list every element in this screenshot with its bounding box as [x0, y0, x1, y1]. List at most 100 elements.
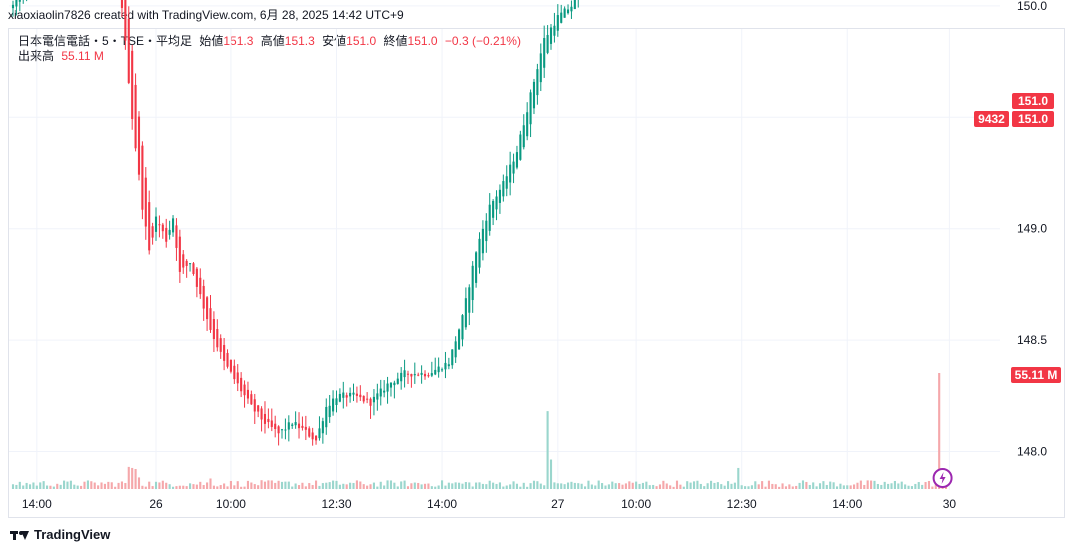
volume-bar — [539, 483, 542, 489]
candle-body — [246, 389, 250, 399]
candle-body — [505, 176, 508, 189]
volume-bar — [417, 482, 420, 489]
candle-body — [284, 429, 287, 431]
volume-bar — [39, 482, 42, 489]
volume-bar — [301, 482, 304, 489]
y-tick-label: 150.0 — [1017, 0, 1047, 13]
volume-bar — [590, 484, 593, 489]
candle-body — [216, 329, 219, 348]
volume-bar — [151, 486, 154, 489]
volume-bar — [202, 485, 205, 489]
volume-bar — [355, 480, 358, 489]
volume-bar — [543, 485, 546, 489]
volume-bar — [706, 483, 709, 489]
volume-bar — [212, 485, 215, 489]
volume-bar — [607, 484, 610, 489]
candle-body — [437, 366, 440, 373]
volume-bar — [740, 485, 743, 489]
high-price-label-bg — [1012, 93, 1054, 109]
candle-body — [325, 406, 328, 428]
candle-body — [18, 0, 21, 2]
volume-bar — [631, 482, 634, 489]
volume-bar — [774, 484, 777, 489]
volume-bar — [812, 482, 815, 489]
candle-body — [137, 116, 141, 175]
volume-bar — [727, 481, 730, 489]
volume-bar — [325, 482, 328, 489]
candle-body — [233, 365, 236, 380]
volume-bar — [870, 480, 873, 489]
candle-body — [481, 228, 484, 254]
tradingview-footer[interactable]: TradingView — [10, 527, 110, 542]
volume-bar — [430, 486, 433, 489]
candle-body — [229, 359, 232, 372]
volume-bar — [597, 480, 600, 489]
volume-bar — [492, 482, 495, 489]
volume-price-label-bg — [1011, 367, 1061, 383]
volume-bar — [614, 483, 617, 489]
candle-body — [393, 382, 396, 386]
y-tick-label: 149.0 — [1017, 222, 1047, 236]
candle-body — [543, 37, 546, 68]
volume-bar — [45, 485, 49, 489]
volume-bar — [822, 481, 825, 489]
candle-body — [403, 370, 406, 378]
volume-bar — [178, 485, 181, 489]
volume-bar — [475, 482, 478, 489]
volume-bar — [226, 486, 229, 489]
volume-bar — [563, 484, 566, 489]
legend-symbol[interactable]: 日本電信電話・5・TSE・平均足 — [18, 34, 193, 48]
candle-body — [131, 50, 134, 120]
volume-bar — [917, 482, 920, 489]
volume-bar — [468, 482, 471, 489]
volume-bar — [471, 486, 474, 489]
candle-body — [406, 373, 410, 375]
candle-body — [475, 252, 478, 283]
volume-bar — [825, 484, 828, 489]
volume-bar — [842, 485, 845, 489]
candle-body — [451, 349, 454, 366]
candle-body — [165, 227, 168, 242]
x-tick-label: 10:00 — [216, 497, 246, 511]
chart-frame — [8, 28, 1065, 518]
candle-body — [223, 345, 226, 361]
high-price-label: 151.0 — [1018, 94, 1048, 108]
volume-bar — [291, 486, 294, 489]
volume-bar — [863, 484, 866, 489]
volume-bar — [883, 481, 886, 489]
volume-bar — [778, 486, 781, 489]
legend-open-label: 始値 — [199, 34, 224, 48]
volume-bar — [444, 485, 447, 489]
candle-body — [471, 265, 474, 301]
candle-body — [492, 200, 495, 218]
volume-bar — [383, 485, 386, 489]
candle-body — [495, 196, 498, 210]
volume-bar — [66, 481, 69, 489]
volume-bar — [890, 483, 893, 489]
candle-body — [383, 390, 386, 393]
candle-body — [386, 383, 389, 392]
candle-body — [526, 112, 529, 137]
volume-bar — [277, 480, 280, 489]
candle-body — [546, 34, 549, 53]
volume-bar — [359, 481, 362, 489]
volume-bar — [73, 484, 76, 489]
candle-body — [151, 226, 154, 238]
x-tick-label: 14:00 — [832, 497, 862, 511]
volume-bar — [131, 467, 134, 489]
candle-body — [410, 374, 413, 377]
volume-bar — [509, 484, 512, 489]
volume-bar — [349, 482, 352, 489]
x-tick-label: 14:00 — [22, 497, 52, 511]
volume-bar — [56, 483, 59, 489]
volume-bar — [25, 482, 28, 489]
candle-body — [417, 374, 420, 376]
legend-high-value: 151.3 — [284, 34, 315, 48]
candle-body — [376, 393, 379, 400]
lightning-icon — [939, 472, 946, 484]
volume-bar — [866, 480, 869, 489]
volume-bar — [505, 485, 508, 489]
candle-body — [226, 352, 229, 367]
legend-volume-label[interactable]: 出来高 — [18, 49, 55, 63]
